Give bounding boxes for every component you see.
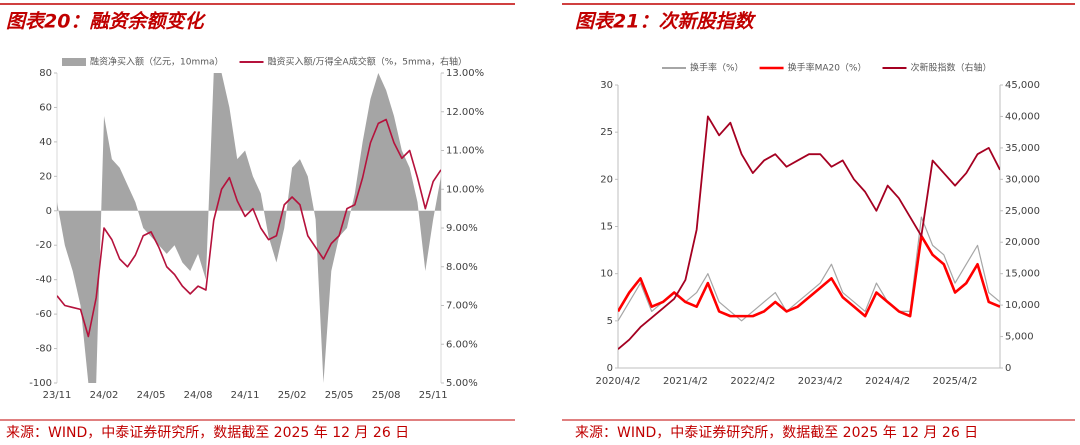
- y-tick-label: -60: [36, 309, 52, 320]
- y2-tick-label: 7.00%: [446, 301, 478, 312]
- y-tick-label: 15: [600, 222, 613, 233]
- x-tick-label: 2025/4/2: [933, 376, 978, 387]
- y2-tick-label: 15,000: [1005, 269, 1040, 280]
- legend-label: 换手率MA20（%）: [788, 62, 867, 74]
- y-tick-label: 80: [39, 68, 52, 79]
- y-tick-label: 40: [39, 137, 52, 148]
- y2-tick-label: 6.00%: [446, 339, 478, 350]
- y2-tick-label: 25,000: [1005, 206, 1040, 217]
- y-tick-label: 20: [600, 174, 613, 185]
- x-tick-label: 2020/4/2: [596, 376, 641, 387]
- chart-title: 图表20：融资余额变化: [6, 11, 206, 33]
- x-tick-label: 2023/4/2: [798, 376, 843, 387]
- y2-tick-label: 45,000: [1005, 80, 1040, 91]
- x-tick-label: 24/02: [90, 390, 119, 401]
- x-tick-label: 23/11: [43, 390, 72, 401]
- y2-tick-label: 13.00%: [446, 68, 484, 79]
- y-tick-label: -40: [36, 275, 52, 286]
- y2-tick-label: 35,000: [1005, 143, 1040, 154]
- y-tick-label: -20: [36, 240, 52, 251]
- y2-tick-label: 10.00%: [446, 184, 484, 195]
- legend-label: 次新股指数（右轴）: [911, 62, 992, 74]
- plot: [618, 115, 1000, 350]
- y-tick-label: 20: [39, 171, 52, 182]
- y-tick-label: 0: [46, 206, 52, 217]
- source-note: 来源：WIND，中泰证券研究所，数据截至 2025 年 12 月 26 日: [6, 425, 409, 441]
- y-tick-label: 0: [607, 363, 613, 374]
- x-tick-label: 2021/4/2: [663, 376, 708, 387]
- x-tick-label: 25/02: [278, 390, 307, 401]
- y-tick-label: 10: [600, 269, 613, 280]
- chart-title: 图表21：次新股指数: [575, 11, 756, 33]
- line: [618, 115, 1000, 350]
- y-tick-label: 25: [600, 127, 613, 138]
- y2-tick-label: 11.00%: [446, 146, 484, 157]
- line: [618, 234, 1000, 318]
- y2-tick-label: 5,000: [1005, 332, 1034, 343]
- x-tick-label: 2022/4/2: [730, 376, 775, 387]
- x-tick-label: 24/08: [184, 390, 213, 401]
- x-tick-label: 25/11: [419, 390, 448, 401]
- plot: [57, 73, 441, 383]
- y2-tick-label: 10,000: [1005, 300, 1040, 311]
- y2-tick-label: 30,000: [1005, 174, 1040, 185]
- y-tick-label: -100: [29, 378, 52, 389]
- y2-tick-label: 12.00%: [446, 107, 484, 118]
- line: [618, 216, 1000, 322]
- y-tick-label: 60: [39, 102, 52, 113]
- y2-tick-label: 9.00%: [446, 223, 478, 234]
- y2-tick-label: 5.00%: [446, 378, 478, 389]
- legend-swatch: [62, 58, 86, 66]
- x-tick-label: 2024/4/2: [865, 376, 910, 387]
- y-tick-label: 30: [600, 80, 613, 91]
- source-note: 来源：WIND，中泰证券研究所，数据截至 2025 年 12 月 26 日: [575, 425, 978, 441]
- legend-label: 换手率（%）: [690, 62, 744, 74]
- y2-tick-label: 20,000: [1005, 237, 1040, 248]
- x-tick-label: 24/11: [231, 390, 260, 401]
- area: [57, 73, 441, 383]
- y2-tick-label: 40,000: [1005, 111, 1040, 122]
- y2-tick-label: 0: [1005, 363, 1011, 374]
- line: [57, 118, 441, 338]
- x-tick-label: 24/05: [137, 390, 166, 401]
- y-tick-label: 5: [607, 316, 613, 327]
- y-tick-label: -80: [36, 344, 52, 355]
- x-tick-label: 25/05: [325, 390, 354, 401]
- legend-label: 融资净买入额（亿元，10mma）: [90, 56, 224, 68]
- y2-tick-label: 8.00%: [446, 262, 478, 273]
- legend-label: 融资买入额/万得全A成交额（%，5mma，右轴）: [268, 56, 468, 68]
- x-tick-label: 25/08: [372, 390, 401, 401]
